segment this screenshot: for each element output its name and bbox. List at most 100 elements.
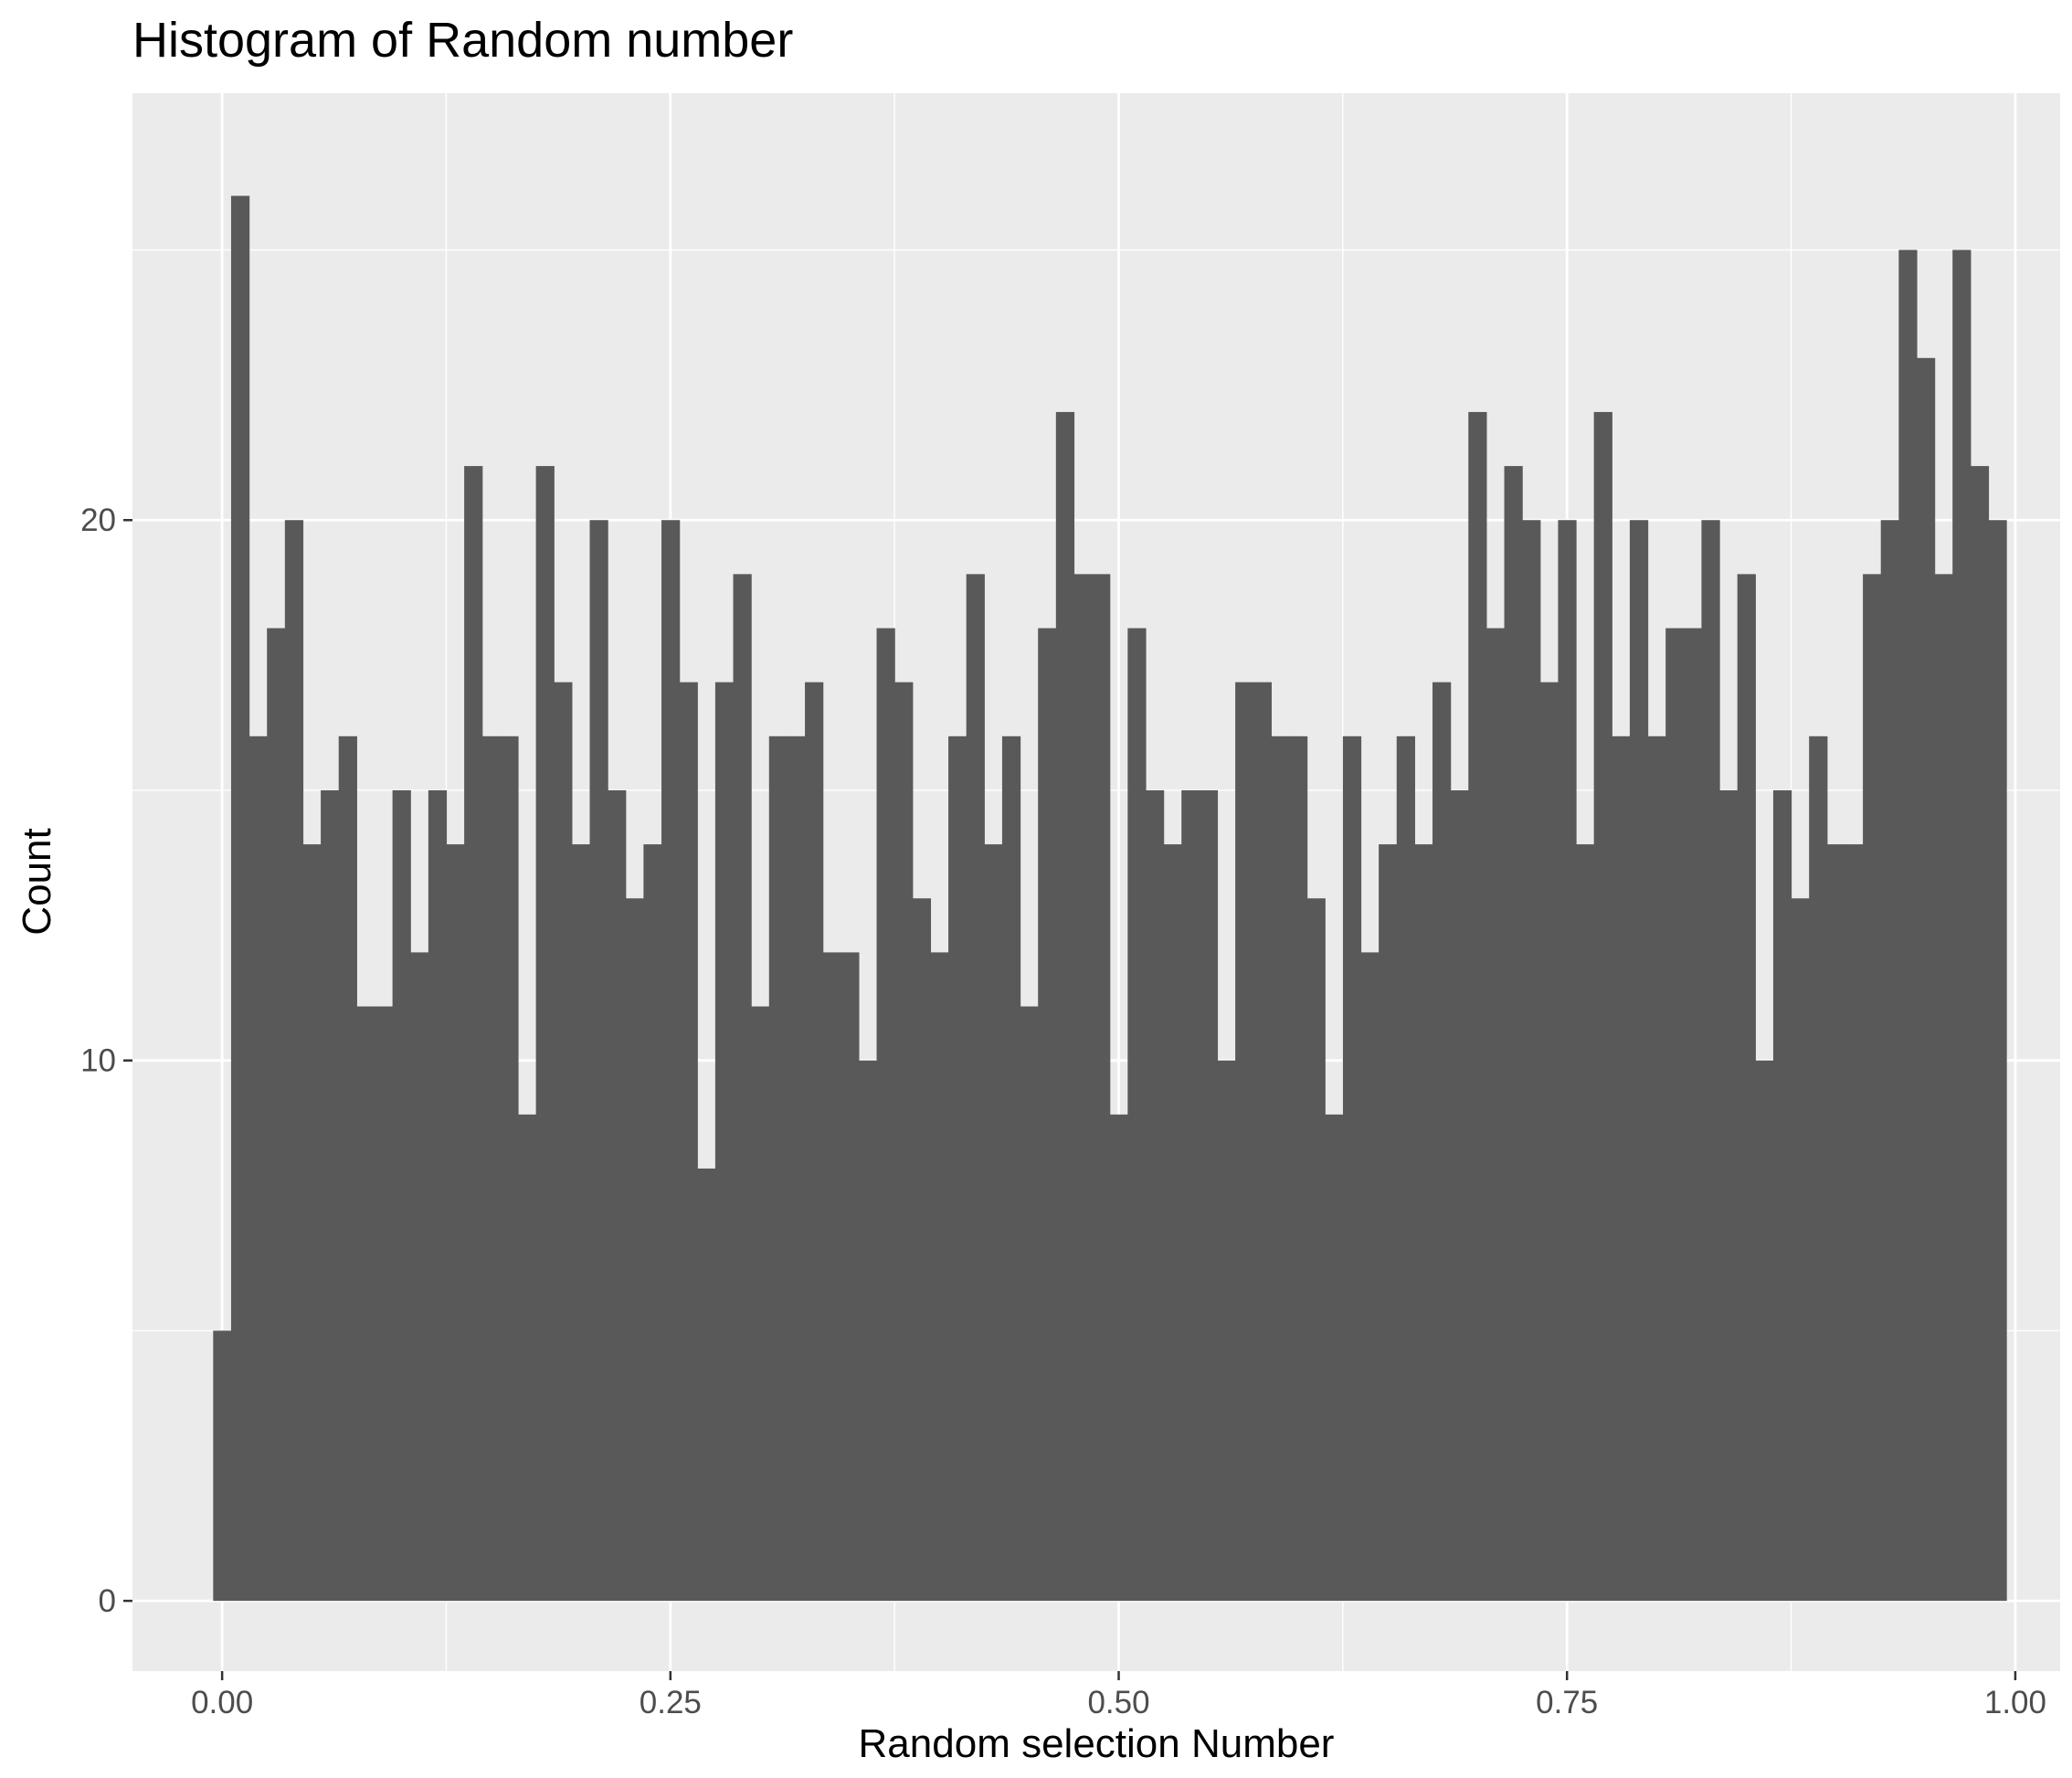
x-axis: 0.00 0.25 0.50 0.75 1.00: [191, 1671, 2046, 1720]
histogram-bar: [1647, 736, 1666, 1602]
histogram-bar: [1755, 1060, 1774, 1602]
histogram-bar: [500, 736, 519, 1602]
histogram-bar: [661, 520, 681, 1602]
histogram-bar: [787, 736, 806, 1602]
y-tick-label: 10: [80, 1043, 116, 1079]
histogram-bar: [230, 196, 250, 1602]
histogram-bar: [679, 682, 698, 1602]
histogram-bar: [1845, 844, 1864, 1602]
histogram-bar: [464, 466, 483, 1602]
histogram-bar: [733, 574, 752, 1602]
histogram-bar: [571, 844, 591, 1602]
x-tick-label: 0.75: [1536, 1685, 1598, 1720]
x-tick-label: 0.25: [640, 1685, 702, 1720]
histogram-bar: [248, 736, 268, 1602]
histogram-bar: [374, 1006, 394, 1602]
x-tick-label: 1.00: [1984, 1685, 2046, 1720]
histogram-bar: [1450, 789, 1469, 1602]
histogram-bar: [1342, 736, 1362, 1602]
histogram-bar: [1683, 628, 1703, 1602]
histogram-bar: [267, 628, 286, 1602]
histogram-bar: [1038, 628, 1057, 1602]
chart-title: Histogram of Random number: [132, 13, 793, 68]
histogram-bar: [1880, 520, 1899, 1602]
histogram-bar: [1468, 411, 1487, 1602]
histogram-bar: [930, 952, 949, 1602]
histogram-bar: [1092, 574, 1111, 1602]
histogram-bar: [1396, 736, 1415, 1602]
histogram-bar: [1289, 736, 1308, 1602]
histogram-bar: [697, 1168, 716, 1602]
histogram-bar: [1181, 789, 1200, 1602]
histogram-bar: [1360, 952, 1380, 1602]
y-tick-label: 20: [80, 503, 116, 538]
histogram-bar: [822, 952, 841, 1602]
histogram-bar: [1612, 736, 1631, 1602]
histogram-bar: [1719, 789, 1739, 1602]
histogram-bar: [1863, 574, 1882, 1602]
histogram-bar: [643, 844, 662, 1602]
histogram-bar: [1504, 466, 1523, 1602]
histogram-bar: [840, 952, 860, 1602]
histogram-bar: [966, 574, 985, 1602]
histogram-bar: [1145, 789, 1165, 1602]
histogram-bar: [625, 898, 644, 1602]
histogram-bar: [608, 789, 627, 1602]
histogram-bar: [518, 1114, 537, 1602]
histogram-bar: [1809, 736, 1828, 1602]
histogram-bar: [1701, 520, 1720, 1602]
histogram-bar: [1199, 789, 1219, 1602]
histogram-bar: [284, 520, 304, 1602]
histogram-bar: [535, 466, 555, 1602]
histogram-bar: [912, 898, 932, 1602]
histogram-bars: [213, 196, 2007, 1602]
histogram-bar: [1055, 411, 1075, 1602]
histogram-bar: [410, 952, 429, 1602]
histogram-bar: [894, 682, 914, 1602]
y-axis: 0 10 20: [80, 503, 132, 1619]
histogram-bar: [1791, 898, 1810, 1602]
histogram-bar: [1271, 736, 1290, 1602]
histogram-bar: [1772, 789, 1792, 1602]
histogram-bar: [1522, 520, 1541, 1602]
histogram-bar: [751, 1006, 770, 1602]
histogram-bar: [1073, 574, 1093, 1602]
histogram-bar: [1665, 628, 1685, 1602]
histogram-bar: [1020, 1006, 1039, 1602]
x-tick-label: 0.50: [1087, 1685, 1149, 1720]
histogram-bar: [984, 844, 1003, 1602]
histogram-bar: [1988, 520, 2007, 1602]
histogram-bar: [1558, 520, 1577, 1602]
x-axis-title: Random selection Number: [859, 1721, 1335, 1766]
y-tick-label: 0: [99, 1583, 116, 1619]
histogram-bar: [1163, 844, 1182, 1602]
histogram-bar: [1934, 574, 1953, 1602]
histogram-bar: [1235, 682, 1254, 1602]
histogram-bar: [1737, 574, 1756, 1602]
histogram-bar: [1001, 736, 1021, 1602]
histogram-bar: [1539, 682, 1559, 1602]
histogram-bar: [1898, 249, 1918, 1602]
histogram-bar: [858, 1060, 878, 1602]
histogram-bar: [1325, 1114, 1344, 1602]
histogram-bar: [589, 520, 608, 1602]
histogram-bar: [1253, 682, 1272, 1602]
histogram-bar: [768, 736, 788, 1602]
histogram-bar: [714, 682, 735, 1602]
histogram-bar: [805, 682, 824, 1602]
histogram-bar: [1306, 898, 1326, 1602]
histogram-bar: [1432, 682, 1452, 1602]
histogram-bar: [1576, 844, 1595, 1602]
histogram-bar: [1629, 520, 1649, 1602]
histogram-bar: [1485, 628, 1506, 1602]
histogram-bar: [1826, 844, 1846, 1602]
histogram-bar: [321, 789, 340, 1602]
histogram-bar: [428, 789, 448, 1602]
histogram-bar: [1952, 249, 1972, 1602]
histogram-bar: [302, 844, 322, 1602]
histogram-bar: [1127, 628, 1147, 1602]
histogram-bar: [481, 736, 501, 1602]
histogram-bar: [1970, 466, 1990, 1602]
